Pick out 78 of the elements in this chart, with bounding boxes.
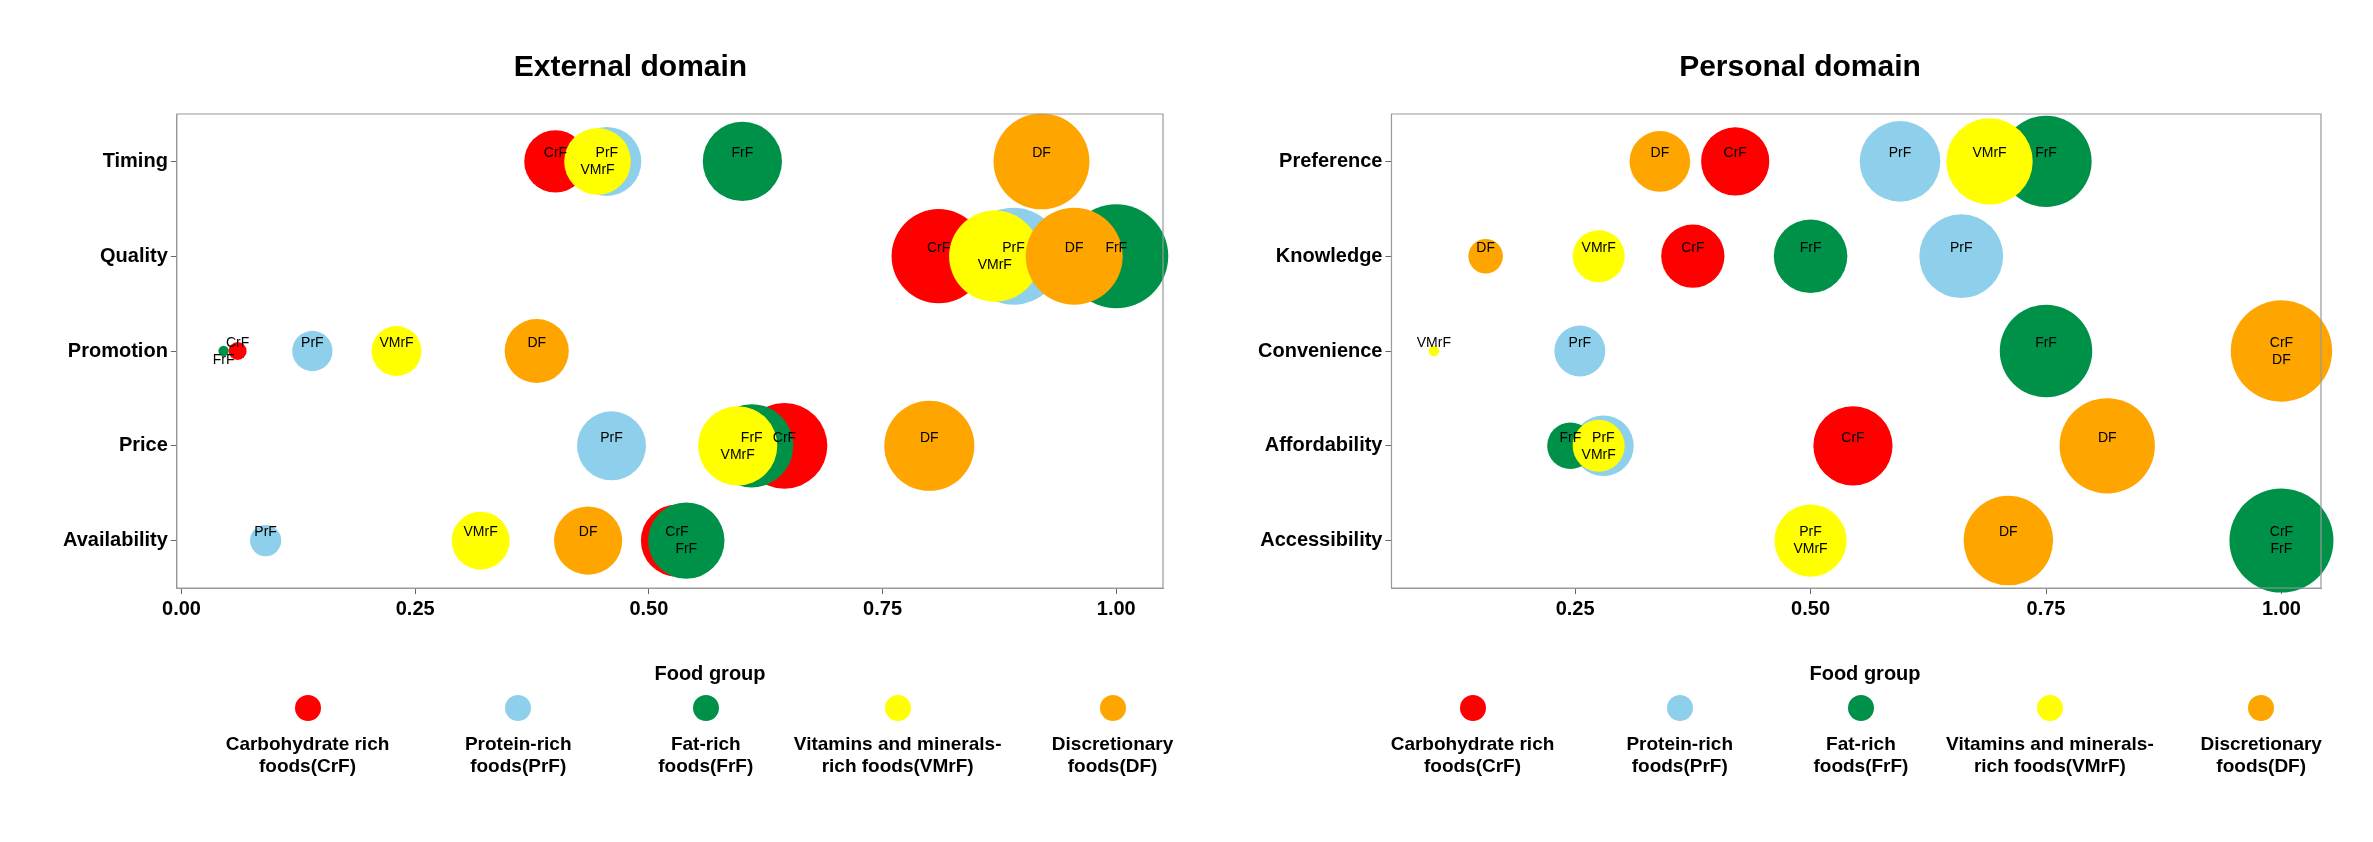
legend-label: Discretionary foods(DF) xyxy=(2199,733,2323,777)
x-tick-label: 0.50 xyxy=(1791,596,1831,619)
x-tick-label: 0.50 xyxy=(629,596,669,619)
x-tick-label: 0.75 xyxy=(863,596,903,619)
annotation: PrF xyxy=(595,144,619,161)
annotation: PrF xyxy=(1592,428,1615,445)
annotation: PrF xyxy=(1949,239,1973,256)
annotation: CrF xyxy=(2269,333,2294,350)
legend-label: Fat-rich foods(FrF) xyxy=(657,733,755,777)
x-tick-label: 0.75 xyxy=(2026,596,2066,619)
y-tick-label: Preference xyxy=(1279,148,1383,171)
annotation: CrF xyxy=(2269,523,2294,540)
x-tick-label: 1.00 xyxy=(2261,596,2301,619)
annotation: FrF xyxy=(2035,333,2057,350)
annotation: DF xyxy=(1476,239,1495,256)
y-tick-label: Promotion xyxy=(67,338,168,361)
legend-label: Carbohydrate rich foods(CrF) xyxy=(224,733,391,777)
annotation: CrF xyxy=(1841,428,1865,445)
y-tick-label: Availability xyxy=(62,528,169,551)
annotation: DF xyxy=(1064,239,1084,256)
y-tick-label: Price xyxy=(118,433,168,456)
y-tick-label: Accessibility xyxy=(1260,528,1384,551)
annotation: PrF xyxy=(301,333,324,350)
legend-label: Discretionary foods(DF) xyxy=(1050,733,1175,777)
annotation: VMrF xyxy=(1581,239,1616,256)
legend-label: Protein-rich foods(PrF) xyxy=(1625,733,1735,777)
x-tick-label: 1.00 xyxy=(1096,596,1136,619)
annotation: FrF xyxy=(740,428,763,445)
y-tick-label: Affordability xyxy=(1264,433,1384,456)
chart-title: External domain xyxy=(513,49,748,83)
legend-title: Food group xyxy=(653,662,767,685)
legend-title: Food group xyxy=(1808,662,1922,685)
legend-label: Vitamins and minerals-rich foods(VMrF) xyxy=(1945,733,2155,777)
annotation: PrF xyxy=(600,428,623,445)
annotation: VMrF xyxy=(580,161,615,178)
x-tick-label: 0.25 xyxy=(395,596,435,619)
legend-label: Carbohydrate rich foods(CrF) xyxy=(1389,733,1556,777)
annotation: FrF xyxy=(2035,144,2057,161)
legend-label: Vitamins and minerals-rich foods(VMrF) xyxy=(792,733,1003,777)
annotation: PrF xyxy=(254,523,277,540)
annotation: VMrF xyxy=(463,523,498,540)
annotation: FrF xyxy=(2270,540,2293,557)
annotation: VMrF xyxy=(379,333,414,350)
annotation: DF xyxy=(1999,523,2018,540)
x-tick-label: 0.25 xyxy=(1555,596,1595,619)
chart-title: Personal domain xyxy=(1679,49,1921,83)
x-tick-label: 0.00 xyxy=(162,596,201,619)
annotation: FrF xyxy=(1799,239,1822,256)
annotation: CrF xyxy=(1681,239,1705,256)
y-tick-label: Knowledge xyxy=(1275,243,1383,266)
annotation: PrF xyxy=(1799,523,1822,540)
annotation: CrF xyxy=(927,239,951,256)
annotation: CrF xyxy=(543,144,568,161)
annotation: VMrF xyxy=(1793,540,1828,557)
annotation: PrF xyxy=(1568,333,1592,350)
annotation: CrF xyxy=(225,333,250,350)
annotation: PrF xyxy=(1888,144,1912,161)
annotation: CrF xyxy=(1723,144,1747,161)
annotation: DF xyxy=(578,523,598,540)
annotation: DF xyxy=(2272,350,2291,367)
y-tick-label: Timing xyxy=(102,148,168,171)
y-tick-label: Convenience xyxy=(1258,338,1383,361)
annotation: VMrF xyxy=(1581,445,1616,462)
annotation: DF xyxy=(919,428,939,445)
annotation: CrF xyxy=(665,523,689,540)
annotation: VMrF xyxy=(1972,144,2007,161)
legend-label: Protein-rich foods(PrF) xyxy=(463,733,573,777)
legend-label: Fat-rich foods(FrF) xyxy=(1812,733,1910,777)
annotation: DF xyxy=(2097,428,2117,445)
annotation: DF xyxy=(1032,144,1051,161)
annotation: DF xyxy=(1650,144,1670,161)
annotation: FrF xyxy=(675,540,698,557)
annotation: VMrF xyxy=(720,445,755,462)
annotation: DF xyxy=(527,333,547,350)
y-tick-label: Quality xyxy=(100,243,169,266)
annotation: VMrF xyxy=(1416,333,1451,350)
annotation: FrF xyxy=(212,350,235,367)
annotation: FrF xyxy=(731,144,754,161)
